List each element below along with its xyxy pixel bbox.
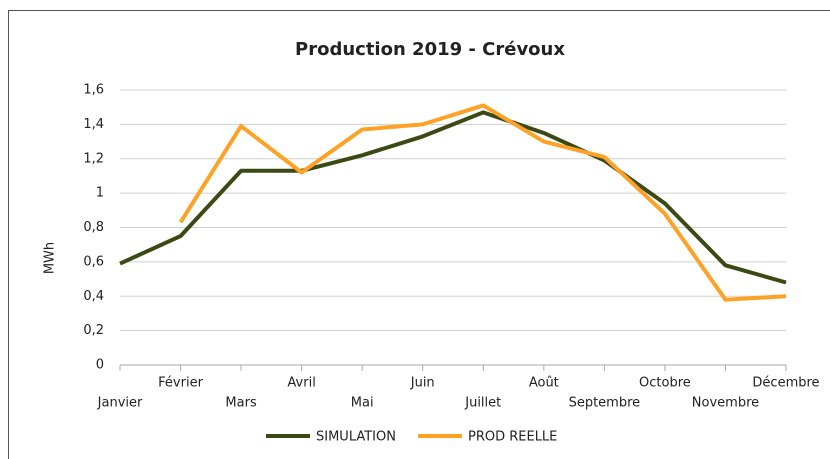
legend-label: SIMULATION bbox=[316, 430, 396, 445]
series-line bbox=[178, 103, 787, 302]
y-tick-label: 0 bbox=[96, 358, 104, 373]
y-tick-label: 1 bbox=[96, 186, 104, 201]
y-tick-label: 0,8 bbox=[83, 220, 104, 235]
x-tick-label: Juillet bbox=[464, 396, 501, 411]
x-tick-label: Août bbox=[529, 376, 559, 391]
y-tick-label: 0,2 bbox=[83, 323, 104, 338]
x-tick-label: Avril bbox=[287, 376, 315, 391]
x-tick-label: Février bbox=[158, 376, 203, 391]
x-tick-label: Septembre bbox=[569, 396, 641, 411]
x-tick-label: Janvier bbox=[97, 396, 143, 411]
chart-title: Production 2019 - Crévoux bbox=[295, 39, 565, 60]
x-tick-label: Mars bbox=[225, 396, 257, 411]
chart-frame bbox=[8, 10, 830, 459]
x-tick-label: Décembre bbox=[752, 376, 819, 391]
legend-label: PROD REELLE bbox=[468, 430, 557, 445]
y-tick-label: 1,2 bbox=[83, 151, 104, 166]
y-tick-label: 1,4 bbox=[83, 117, 104, 132]
x-tick-label: Juin bbox=[410, 376, 435, 391]
x-tick-label: Novembre bbox=[692, 396, 759, 411]
x-tick-label: Mai bbox=[351, 396, 374, 411]
y-tick-label: 0,4 bbox=[83, 289, 104, 304]
y-tick-label: 1,6 bbox=[83, 83, 104, 98]
y-tick-label: 0,6 bbox=[83, 254, 104, 269]
series-line bbox=[119, 110, 787, 285]
y-axis-label: MWh bbox=[43, 242, 58, 274]
x-tick-label: Octobre bbox=[639, 376, 691, 391]
